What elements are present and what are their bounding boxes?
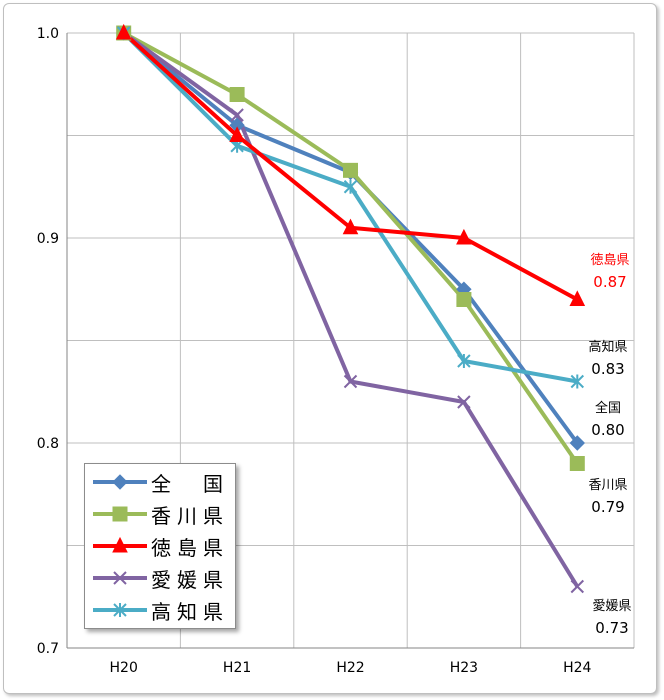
legend-item-kagawa: 香川県 [85, 498, 235, 528]
legend-item-zenkoku: 全 国 [85, 466, 235, 496]
x-tick-label: H20 [110, 660, 138, 676]
x-tick-label: H22 [336, 660, 364, 676]
legend-label-kochi: 高知県 [151, 600, 229, 624]
annotation-value: 0.79 [591, 498, 624, 516]
legend-marker-zenkoku [93, 474, 147, 490]
data-point [456, 292, 472, 307]
legend-item-kochi: 高知県 [85, 594, 235, 624]
legend-marker-tokushima [93, 536, 147, 553]
annotation-label: 愛媛県 [592, 599, 631, 614]
legend-marker [112, 474, 128, 490]
legend-label-zenkoku: 全 国 [151, 472, 229, 496]
legend: 全 国 香川県 徳島県 愛媛県 高知県 [84, 463, 236, 629]
x-tick-label: H24 [563, 660, 591, 676]
legend-marker [113, 571, 127, 585]
data-point [569, 435, 586, 451]
annotation-value: 0.83 [591, 360, 624, 378]
y-tick-label: 0.7 [37, 641, 59, 657]
legend-label-kagawa: 香川県 [151, 504, 229, 528]
data-point [570, 374, 585, 389]
data-point [115, 23, 132, 40]
annotation-label: 全国 [595, 400, 621, 416]
data-point [343, 162, 358, 178]
annotation-value: 0.87 [593, 273, 626, 291]
annotation-value: 0.80 [591, 421, 624, 439]
data-point [229, 126, 245, 142]
annotation-label: 香川県 [588, 478, 627, 493]
legend-label-ehime: 愛媛県 [151, 568, 229, 592]
legend-marker [113, 603, 127, 617]
legend-item-tokushima: 徳島県 [85, 530, 235, 560]
annotation-value: 0.73 [595, 619, 628, 637]
legend-marker [112, 506, 128, 522]
legend-marker-kochi [93, 603, 147, 617]
data-point [456, 228, 472, 245]
annotation-label: 高知県 [588, 339, 627, 355]
data-point [457, 395, 471, 409]
data-point [570, 579, 585, 594]
y-tick-label: 0.9 [37, 231, 59, 247]
y-tick-label: 1.0 [37, 26, 59, 42]
legend-marker-ehime [93, 571, 147, 585]
x-tick-label: H23 [450, 660, 478, 676]
data-point [343, 179, 358, 194]
data-point [343, 374, 358, 389]
x-tick-label: H21 [223, 660, 251, 676]
legend-marker-kagawa [93, 506, 147, 522]
annotation-label: 徳島県 [590, 253, 629, 268]
data-point [457, 354, 471, 368]
data-point [569, 456, 585, 471]
y-tick-label: 0.8 [37, 436, 59, 452]
legend-label-tokushima: 徳島県 [151, 536, 229, 560]
legend-marker [112, 536, 128, 553]
data-point [230, 108, 244, 122]
legend-item-ehime: 愛媛県 [85, 562, 235, 592]
data-point [569, 290, 586, 306]
data-point [229, 87, 245, 102]
data-point [342, 218, 359, 235]
